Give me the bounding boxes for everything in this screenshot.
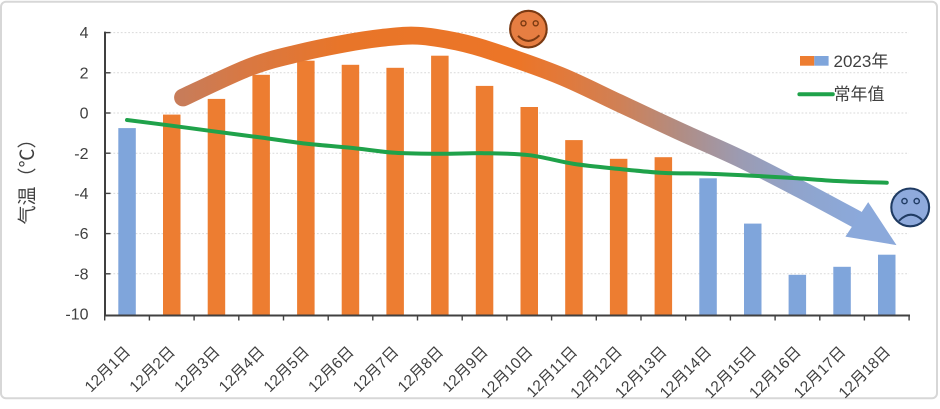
svg-text:0: 0 [80,106,89,123]
svg-text:2023年: 2023年 [834,52,889,71]
svg-text:-8: -8 [74,266,88,283]
svg-text:12月6日: 12月6日 [305,344,357,396]
svg-text:12月8日: 12月8日 [395,344,447,396]
svg-text:常年值: 常年值 [834,85,885,104]
svg-text:12月3日: 12月3日 [171,344,223,396]
svg-text:4: 4 [80,25,89,42]
svg-text:12月2日: 12月2日 [127,344,179,396]
svg-text:2: 2 [80,65,89,82]
svg-text:气温（℃）: 气温（℃） [17,129,39,224]
svg-text:12月7日: 12月7日 [350,344,402,396]
svg-text:12月4日: 12月4日 [216,344,268,396]
svg-text:-4: -4 [74,186,88,203]
svg-text:-2: -2 [74,146,88,163]
svg-text:-10: -10 [65,307,88,324]
svg-text:12月5日: 12月5日 [261,344,313,396]
svg-text:12月1日: 12月1日 [82,344,134,396]
svg-text:-6: -6 [74,226,88,243]
